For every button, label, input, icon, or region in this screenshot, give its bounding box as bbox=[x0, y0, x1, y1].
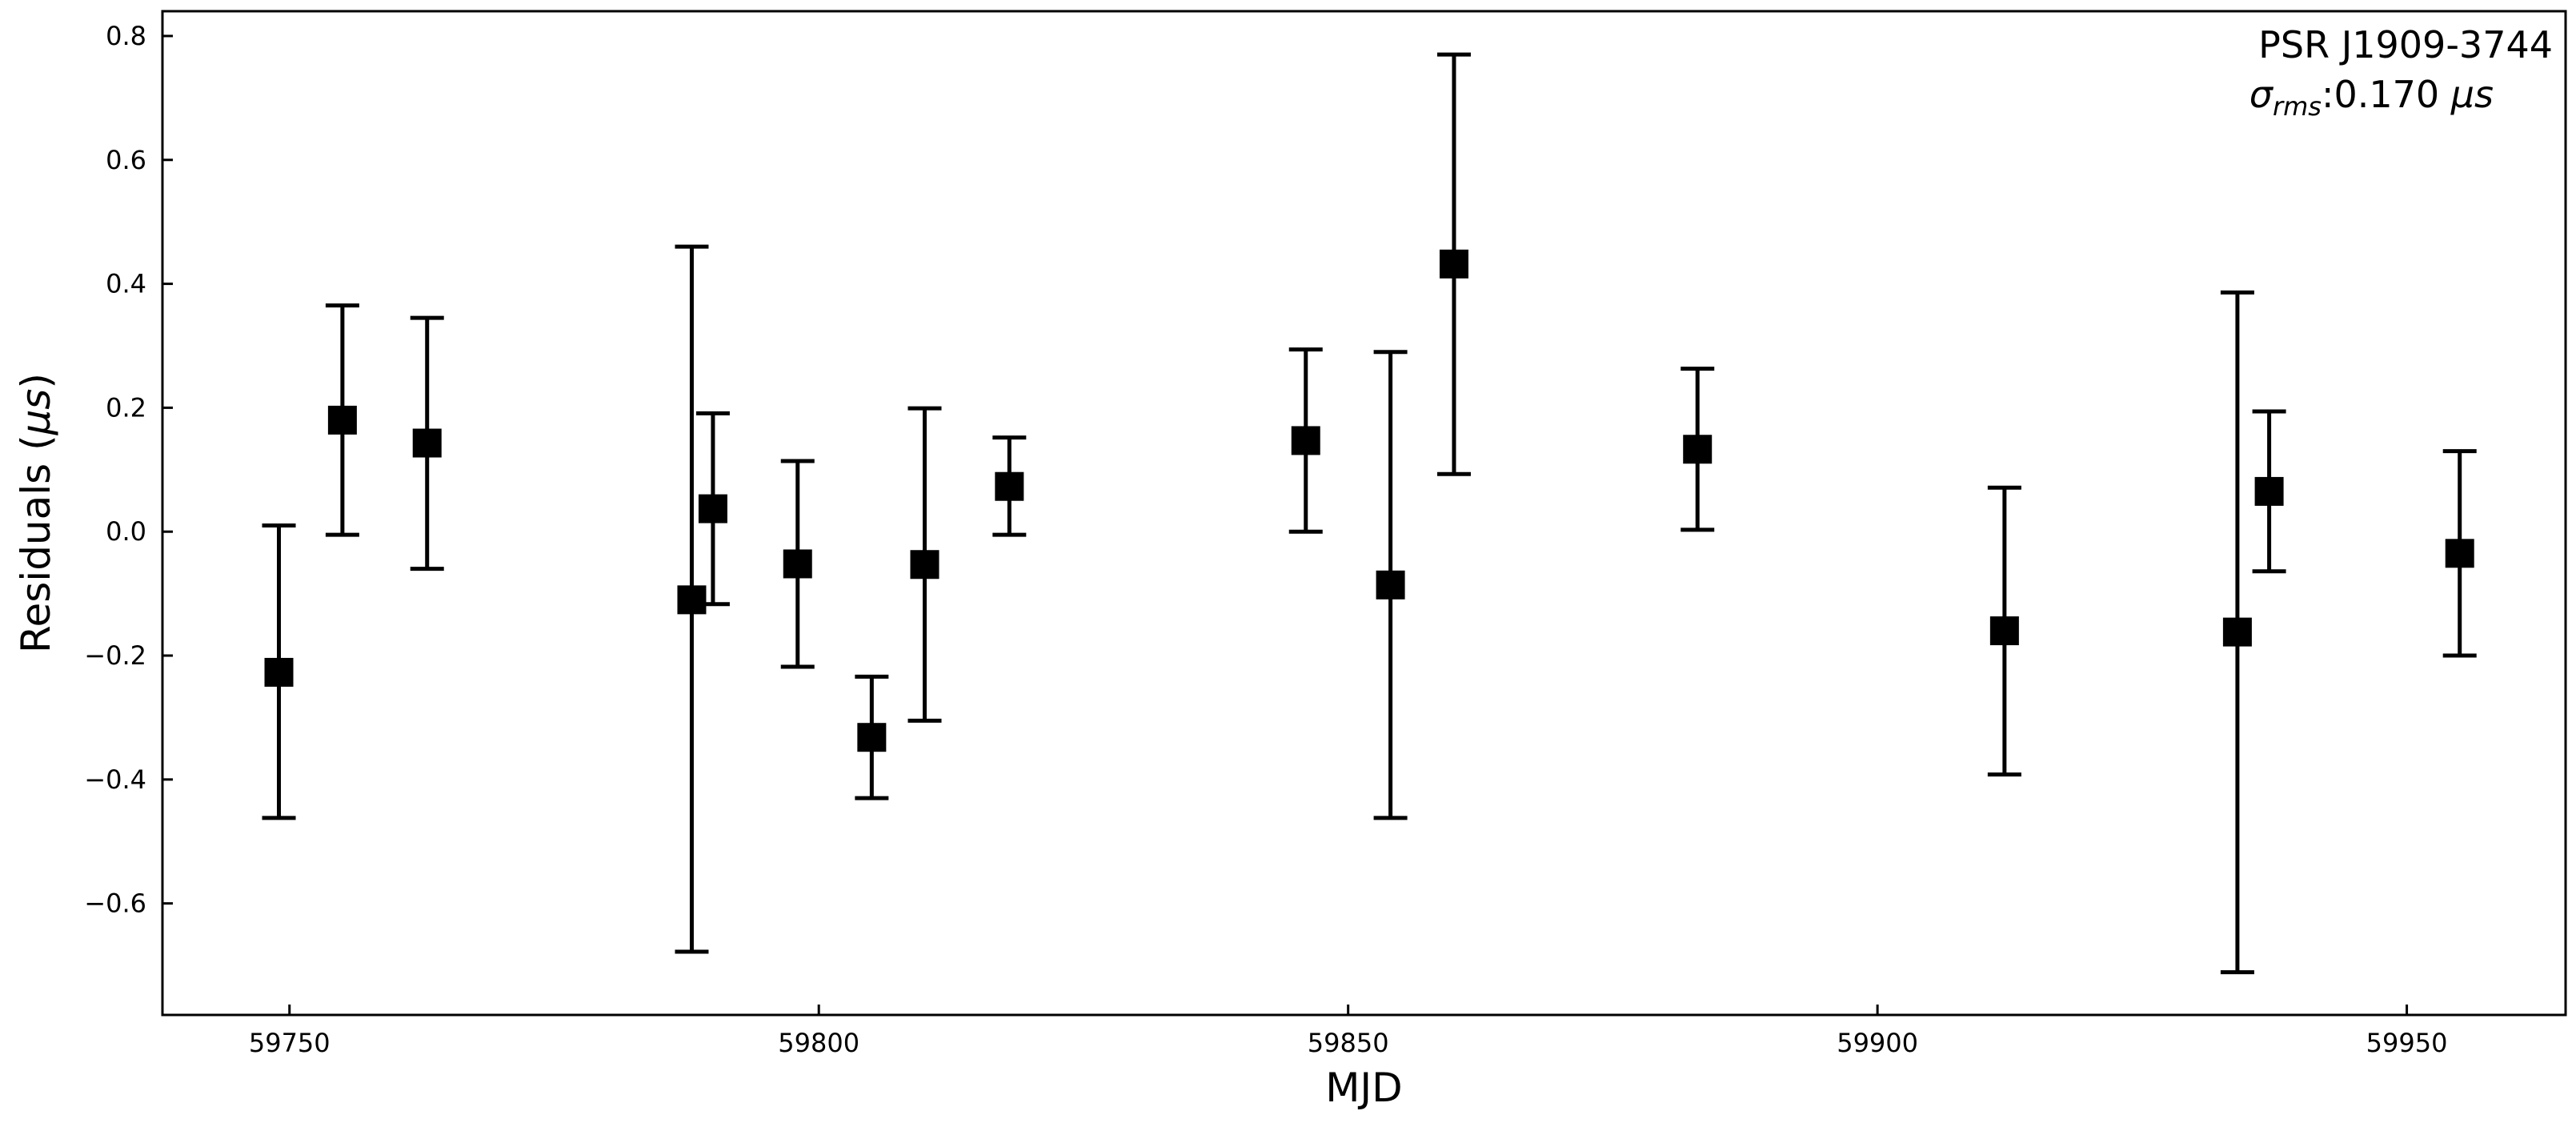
y-tick-label: 0.4 bbox=[106, 269, 146, 299]
data-point bbox=[262, 523, 296, 820]
data-point bbox=[325, 303, 359, 537]
square-marker bbox=[677, 585, 707, 615]
square-marker bbox=[327, 405, 357, 435]
y-axis-label-unit: μs bbox=[13, 389, 59, 436]
y-tick-label: 0.6 bbox=[106, 145, 146, 175]
y-tick-label: −0.6 bbox=[84, 888, 146, 919]
sigma-value: :0.170 bbox=[2322, 73, 2451, 116]
ticks-layer: 59750 59800 59850 59900 59950 −0.6 −0.4 −0.2 0.0… bbox=[84, 21, 2447, 1058]
data-point bbox=[907, 406, 942, 723]
y-tick-label: 0.0 bbox=[106, 516, 146, 547]
square-marker bbox=[1439, 249, 1468, 279]
rms-annotation: σrms:0.170 μs bbox=[2249, 73, 2494, 122]
data-point bbox=[2442, 449, 2477, 658]
square-marker bbox=[995, 471, 1024, 501]
data-point bbox=[1987, 485, 2021, 777]
y-tick-label: 0.8 bbox=[106, 21, 146, 51]
data-point bbox=[2252, 409, 2286, 574]
square-marker bbox=[783, 549, 812, 579]
y-axis-label-suffix: ) bbox=[13, 373, 59, 389]
square-marker bbox=[1291, 426, 1320, 455]
square-marker bbox=[1376, 570, 1405, 600]
square-marker bbox=[1989, 616, 2019, 646]
y-axis-label-prefix: Residuals ( bbox=[13, 435, 59, 653]
data-point bbox=[2220, 290, 2254, 975]
y-tick-label: −0.2 bbox=[84, 640, 146, 671]
square-marker bbox=[2222, 617, 2252, 647]
y-tick-label: 0.2 bbox=[106, 392, 146, 423]
x-tick-label: 59750 bbox=[249, 1028, 331, 1058]
data-layer bbox=[262, 52, 2477, 975]
square-marker bbox=[857, 723, 887, 752]
plot-frame bbox=[161, 10, 2567, 1017]
y-axis-label: Residuals (μs) bbox=[13, 373, 59, 653]
sigma-subscript: rms bbox=[2273, 91, 2322, 122]
square-marker bbox=[910, 550, 939, 580]
data-point bbox=[1288, 347, 1323, 534]
y-tick-label: −0.4 bbox=[84, 764, 146, 795]
data-point bbox=[1436, 52, 1471, 476]
x-tick-label: 59800 bbox=[778, 1028, 859, 1058]
square-marker bbox=[412, 428, 442, 458]
pulsar-name: PSR J1909-3744 bbox=[2258, 23, 2553, 66]
square-marker bbox=[2445, 539, 2474, 568]
x-axis-label: MJD bbox=[1325, 1065, 1402, 1111]
x-tick-label: 59850 bbox=[1308, 1028, 1389, 1058]
x-tick-label: 59950 bbox=[2366, 1028, 2448, 1058]
sigma-symbol: σ bbox=[2249, 73, 2274, 116]
sigma-unit: μs bbox=[2450, 73, 2494, 116]
x-tick-label: 59900 bbox=[1837, 1028, 1918, 1058]
data-point bbox=[1373, 350, 1408, 820]
data-point bbox=[855, 674, 889, 800]
data-point bbox=[695, 411, 730, 607]
square-marker bbox=[264, 657, 294, 687]
data-point bbox=[1681, 367, 1715, 532]
data-point bbox=[992, 435, 1027, 537]
data-point bbox=[780, 459, 815, 669]
square-marker bbox=[1683, 435, 1713, 464]
square-marker bbox=[698, 494, 727, 523]
square-marker bbox=[2254, 476, 2284, 506]
data-point bbox=[675, 244, 709, 954]
data-point bbox=[410, 315, 444, 572]
